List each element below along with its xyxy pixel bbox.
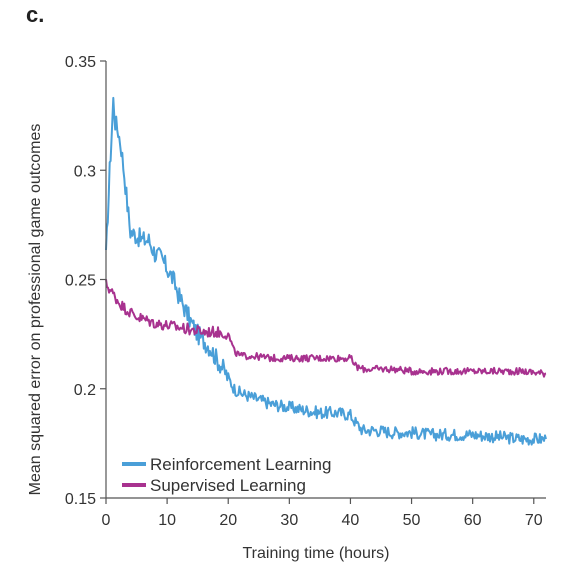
x-tick-label: 30 <box>280 512 298 529</box>
x-tick-label: 40 <box>342 512 360 529</box>
series-line-supervised <box>105 279 547 378</box>
x-tick-label: 10 <box>158 512 176 529</box>
legend-label-supervised: Supervised Learning <box>150 476 306 495</box>
y-tick-label: 0.35 <box>65 54 96 71</box>
y-axis-title: Mean squared error on professional game … <box>27 124 44 496</box>
x-tick-label: 70 <box>525 512 543 529</box>
x-axis-title: Training time (hours) <box>242 545 389 562</box>
y-tick-label: 0.2 <box>74 382 96 399</box>
x-tick-label: 60 <box>464 512 482 529</box>
y-tick-label: 0.3 <box>74 163 96 180</box>
x-axis-ticks: 0 10 20 30 40 50 60 70 <box>102 498 543 529</box>
panel-label: c. <box>26 2 45 27</box>
plot-area <box>105 96 547 446</box>
legend: Reinforcement Learning Supervised Learni… <box>122 455 331 495</box>
x-tick-label: 0 <box>102 512 111 529</box>
y-tick-label: 0.25 <box>65 273 96 290</box>
legend-item-reinforcement: Reinforcement Learning <box>122 455 331 474</box>
series-line-reinforcement <box>105 96 547 446</box>
y-tick-label: 0.15 <box>65 491 96 508</box>
y-axis-ticks: 0.15 0.2 0.25 0.3 0.35 <box>65 54 106 508</box>
legend-label-reinforcement: Reinforcement Learning <box>150 455 331 474</box>
x-tick-label: 50 <box>403 512 421 529</box>
x-tick-label: 20 <box>219 512 237 529</box>
legend-item-supervised: Supervised Learning <box>122 476 306 495</box>
series-group <box>105 96 547 446</box>
